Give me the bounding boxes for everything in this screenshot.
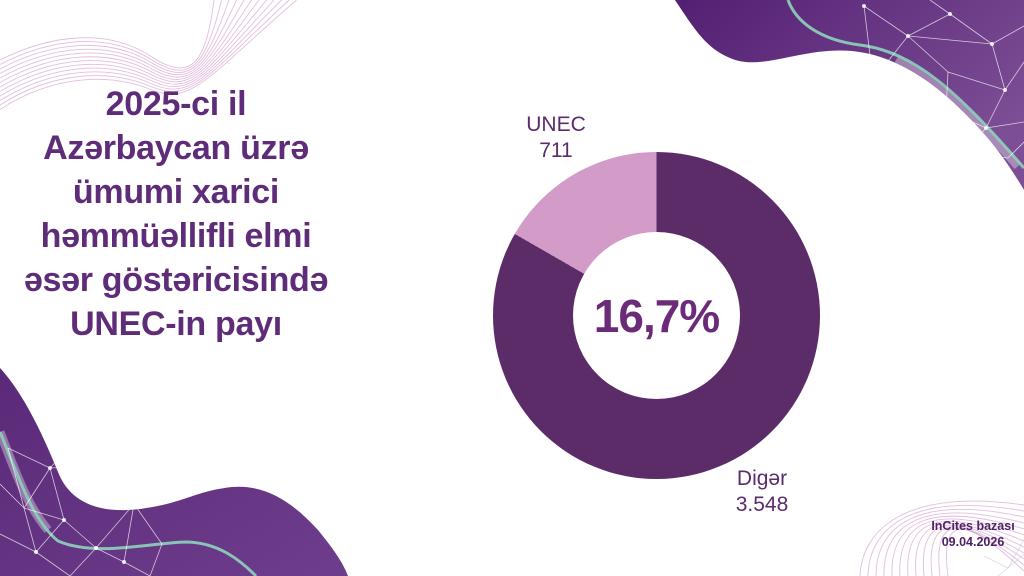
top-right-wave-shape xyxy=(675,0,1024,190)
slide-title: 2025-ci il Azərbaycan üzrə ümumi xarici … xyxy=(0,82,352,346)
callout-unec-value: 711 xyxy=(539,139,573,162)
donut-chart: 16,7% xyxy=(493,152,820,479)
source-date: 09.04.2026 xyxy=(941,535,1005,549)
top-right-soft-band-decoration xyxy=(893,56,1022,169)
bottom-left-teal-accent-line xyxy=(0,431,258,576)
callout-unec-name: UNEC xyxy=(526,113,586,136)
callout-diger: Digər 3.548 xyxy=(702,466,822,518)
bottom-left-wireframe-mesh-decoration xyxy=(0,437,163,576)
top-right-teal-accent-line xyxy=(786,0,1024,169)
source-note: InCites bazası 09.04.2026 xyxy=(908,518,1024,550)
bottom-left-wave-shape xyxy=(0,368,348,576)
source-database: InCites bazası xyxy=(931,519,1015,533)
callout-diger-name: Digər xyxy=(736,467,788,490)
callout-diger-value: 3.548 xyxy=(735,493,789,516)
donut-center-percentage: 16,7% xyxy=(593,289,720,342)
title-line-4: həmmüəllifli elmi xyxy=(40,216,312,255)
top-right-wireframe-mesh-decoration xyxy=(862,0,1024,159)
title-line-3: ümumi xarici xyxy=(72,172,280,211)
donut-chart-hole: 16,7% xyxy=(573,232,740,399)
title-line-5: əsər göstəricisində xyxy=(23,260,329,299)
title-line-2: Azərbaycan üzrə xyxy=(43,128,309,167)
title-line-6: UNEC-in payı xyxy=(70,304,282,343)
callout-unec: UNEC 711 xyxy=(496,112,616,164)
title-line-1: 2025-ci il xyxy=(105,84,247,123)
bottom-left-soft-band-decoration xyxy=(0,430,52,533)
